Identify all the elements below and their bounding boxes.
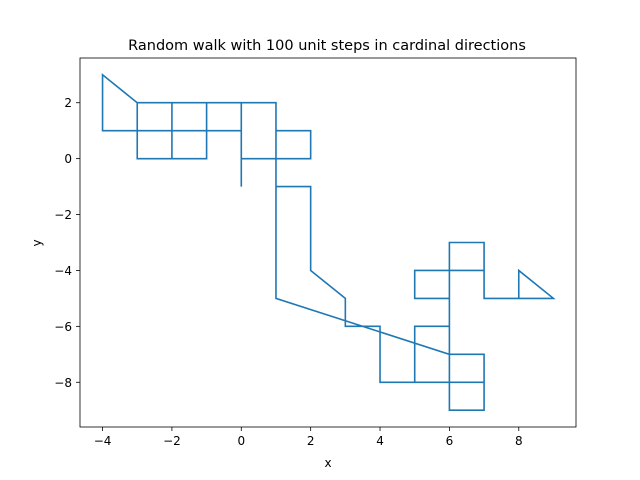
series-line-0 <box>101 73 556 412</box>
x-axis-label: x <box>324 456 331 470</box>
y-tick-label: 2 <box>64 96 72 110</box>
chart-title: Random walk with 100 unit steps in cardi… <box>128 38 526 54</box>
x-tick-label: 6 <box>446 434 454 448</box>
x-tick-label: −4 <box>94 434 112 448</box>
plot-area <box>101 73 556 412</box>
x-tick-label: 8 <box>515 434 523 448</box>
y-tick-label: −2 <box>54 208 72 222</box>
y-axis-ticks: 2 0 −2 −4 −6 −8 <box>54 96 80 390</box>
y-tick-label: 0 <box>64 152 72 166</box>
x-tick-label: 0 <box>237 434 245 448</box>
x-tick-label: −2 <box>163 434 181 448</box>
x-axis-ticks: −4 −2 0 2 4 6 8 <box>94 427 523 448</box>
axes-frame <box>79 57 577 428</box>
y-tick-label: −8 <box>54 376 72 390</box>
y-tick-label: −4 <box>54 264 72 278</box>
x-tick-label: 2 <box>307 434 315 448</box>
y-tick-label: −6 <box>54 320 72 334</box>
y-axis-label: y <box>30 239 44 246</box>
x-tick-label: 4 <box>376 434 384 448</box>
